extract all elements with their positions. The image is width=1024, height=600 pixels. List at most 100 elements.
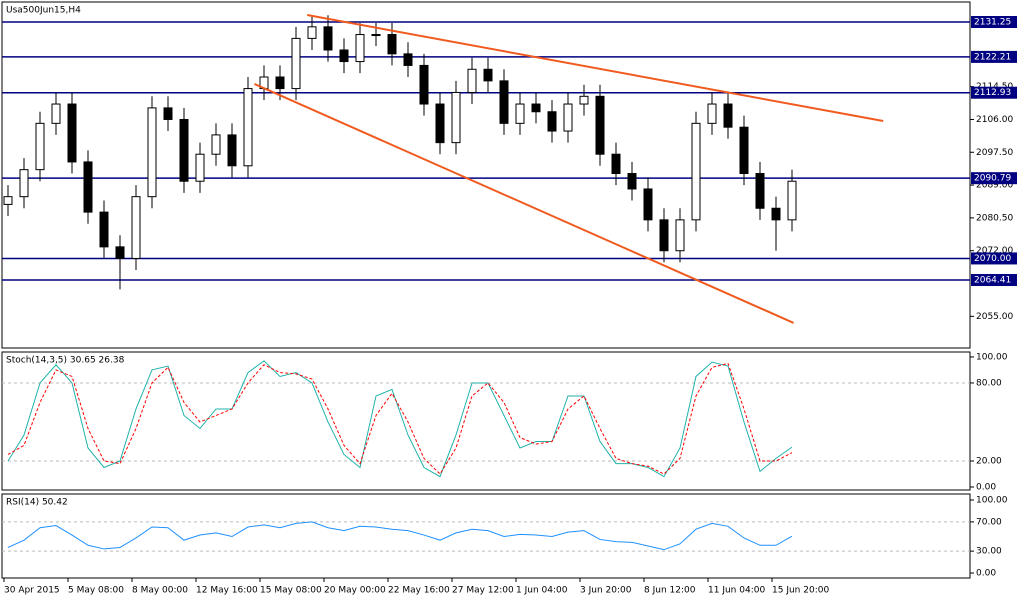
candle-body: [755, 173, 765, 209]
y-tick-label: 0.00: [976, 483, 996, 493]
y-tick-label: 20.00: [976, 456, 1002, 466]
candle-body: [195, 153, 205, 182]
level-label: 2064.41: [974, 276, 1011, 286]
y-tick-label: 2072.00: [976, 246, 1013, 256]
x-tick-label: 15 May 08:00: [260, 586, 322, 596]
candle-body: [387, 34, 397, 55]
y-tick-label: 2080.50: [976, 213, 1013, 223]
y-tick-label: 2089.00: [976, 181, 1013, 191]
candle-body: [563, 103, 573, 132]
candle-body: [243, 88, 253, 167]
indicator-line: [7, 360, 793, 478]
price-title: Usa500Jun15,H4: [6, 6, 81, 16]
trend-line: [253, 83, 795, 324]
x-tick-label: 8 Jun 12:00: [644, 586, 696, 596]
x-tick-label: 8 May 00:00: [132, 586, 188, 596]
level-label: 2131.25: [974, 17, 1011, 27]
candle-body: [307, 26, 317, 39]
level-box: [971, 15, 1017, 28]
candle-body: [227, 134, 237, 167]
candle-body: [675, 219, 685, 252]
candle-body: [483, 68, 493, 82]
candle-body: [435, 103, 445, 144]
y-tick-label: 0.00: [976, 569, 996, 579]
candle-body: [467, 68, 477, 93]
candle-body: [147, 107, 157, 198]
indicator-line: [7, 521, 793, 551]
candle-body: [163, 107, 173, 120]
candle-body: [275, 76, 285, 90]
indicator-line: [7, 362, 793, 475]
y-tick-label: 100.00: [976, 352, 1008, 362]
candle-body: [131, 196, 141, 259]
level-label: 2090.79: [974, 174, 1011, 184]
x-tick-label: 30 Apr 2015: [4, 586, 60, 596]
candle-body: [99, 211, 109, 248]
candle-body: [547, 111, 557, 132]
candle-body: [579, 95, 589, 105]
candle-body: [83, 161, 93, 213]
candle-body: [35, 122, 45, 171]
candle-body: [19, 169, 29, 198]
candle-body: [771, 207, 781, 221]
candle-body: [179, 118, 189, 182]
candle-body: [595, 95, 605, 155]
stoch-panel: [1, 351, 971, 491]
y-tick-label: 2097.50: [976, 148, 1013, 158]
rsi-panel: [1, 493, 971, 579]
rsi-title: RSI(14) 50.42: [6, 498, 68, 508]
y-tick-label: 30.00: [976, 547, 1002, 557]
candle-body: [419, 64, 429, 105]
candle-body: [339, 49, 349, 63]
x-tick-label: 27 May 12:00: [452, 586, 514, 596]
candle-body: [355, 34, 365, 63]
candle-body: [499, 80, 509, 124]
candle-body: [643, 188, 653, 221]
candle-body: [451, 91, 461, 144]
level-label: 2112.93: [974, 88, 1011, 98]
level-box: [971, 50, 1017, 63]
x-tick-label: 20 May 00:00: [324, 586, 386, 596]
stoch-title: Stoch(14,3,5) 30.65 26.38: [6, 356, 125, 366]
x-tick-label: 12 May 16:00: [196, 586, 258, 596]
y-tick-label: 70.00: [976, 517, 1002, 527]
x-tick-label: 22 May 16:00: [388, 586, 450, 596]
candle-body: [371, 34, 381, 37]
candle-body: [3, 196, 13, 205]
price-panel: [1, 1, 971, 349]
candle-body: [723, 103, 733, 128]
candle-body: [291, 37, 301, 90]
x-tick-label: 3 Jun 20:00: [580, 586, 632, 596]
candle-body: [403, 53, 413, 66]
level-box: [971, 172, 1017, 185]
candle-body: [787, 180, 797, 221]
candle-body: [115, 246, 125, 259]
candle-body: [51, 103, 61, 124]
candle-body: [211, 134, 221, 155]
level-box: [971, 274, 1017, 287]
candle-body: [659, 219, 669, 252]
y-tick-label: 100.00: [976, 495, 1008, 505]
x-tick-label: 5 May 08:00: [68, 586, 124, 596]
level-label: 2122.21: [974, 52, 1011, 62]
y-tick-label: 80.00: [976, 378, 1002, 388]
trend-line: [307, 14, 884, 122]
candle-body: [323, 26, 333, 51]
level-box: [971, 252, 1017, 265]
x-tick-label: 11 Jun 04:00: [708, 586, 765, 596]
candle-body: [707, 103, 717, 124]
level-label: 2070.00: [974, 254, 1011, 264]
candle-body: [691, 122, 701, 221]
candle-body: [611, 153, 621, 175]
candle-body: [67, 103, 77, 163]
y-tick-label: 2055.00: [976, 312, 1013, 322]
candle-body: [627, 173, 637, 190]
candle-body: [515, 103, 525, 124]
y-tick-label: 2106.00: [976, 115, 1013, 125]
x-tick-label: 15 Jun 20:00: [772, 586, 829, 596]
x-tick-label: 1 Jun 04:00: [516, 586, 568, 596]
candle-body: [531, 103, 541, 113]
candle-body: [739, 126, 749, 175]
level-box: [971, 86, 1017, 99]
